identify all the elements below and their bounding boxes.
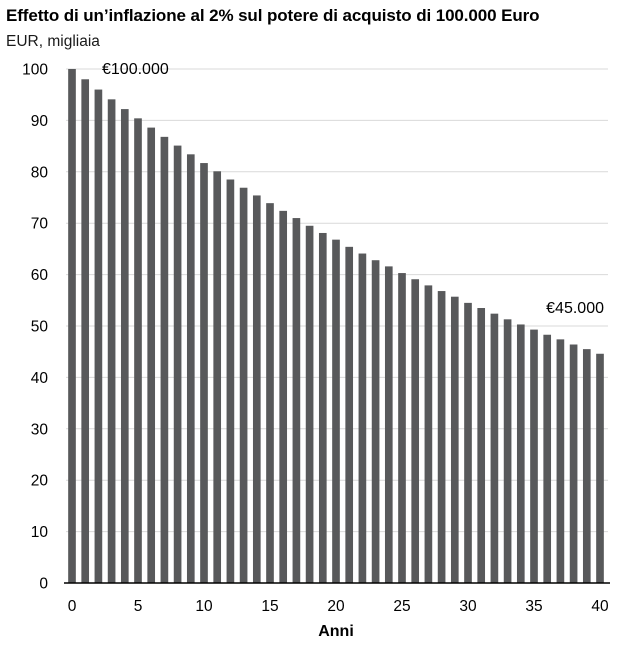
bar — [147, 127, 156, 583]
bar — [68, 69, 76, 583]
bar — [94, 89, 103, 583]
bar — [424, 285, 433, 583]
bar — [569, 344, 578, 583]
y-tick-label: 20 — [31, 473, 49, 490]
bar — [384, 266, 393, 583]
bar — [292, 218, 301, 583]
y-tick-label: 60 — [31, 267, 49, 284]
tick-labels: 0 10 20 30 40 50 60 70 80 90 100 0 5 10 15 20 25 30 35 40 An… — [22, 62, 609, 641]
annotations: €100.000 €45.000 — [102, 61, 604, 317]
bar — [596, 353, 604, 583]
bar — [371, 260, 380, 583]
bar — [477, 308, 486, 583]
bar — [213, 171, 222, 584]
bar — [173, 145, 182, 583]
y-tick-label: 50 — [31, 319, 49, 336]
bar — [437, 291, 446, 583]
bars — [68, 69, 604, 584]
y-tick-label: 0 — [39, 576, 48, 593]
annotation-start-value: €100.000 — [102, 61, 169, 78]
x-tick-label: 10 — [195, 598, 213, 615]
x-tick-label: 20 — [327, 598, 345, 615]
bar — [398, 273, 406, 583]
y-tick-label: 10 — [31, 524, 49, 541]
bar — [332, 239, 340, 583]
chart-title: Effetto di un’inflazione al 2% sul poter… — [6, 6, 540, 25]
bar — [543, 334, 552, 583]
bar — [186, 154, 195, 583]
x-tick-label: 5 — [134, 598, 143, 615]
y-tick-label: 30 — [31, 421, 49, 438]
bar — [252, 195, 261, 583]
bar — [464, 302, 472, 583]
y-tick-label: 100 — [22, 62, 48, 79]
bar — [120, 109, 129, 583]
bar — [516, 324, 525, 583]
bar — [582, 349, 591, 583]
bar — [358, 253, 367, 583]
bar — [160, 136, 169, 583]
bar — [556, 339, 565, 583]
y-tick-label: 70 — [31, 216, 49, 233]
bar — [450, 296, 459, 583]
chart-subtitle: EUR, migliaia — [6, 33, 100, 50]
bar — [530, 329, 538, 583]
bar — [239, 187, 248, 584]
x-tick-label: 15 — [261, 598, 278, 615]
bar — [81, 79, 90, 583]
bar — [107, 99, 116, 583]
x-axis-title: Anni — [318, 623, 354, 640]
y-tick-label: 80 — [31, 164, 49, 181]
bar — [305, 225, 314, 583]
bar — [345, 246, 354, 583]
bar — [318, 232, 327, 583]
x-tick-label: 0 — [68, 598, 77, 615]
y-tick-label: 40 — [31, 370, 49, 387]
bar — [490, 313, 499, 583]
x-tick-label: 35 — [525, 598, 542, 615]
bar — [411, 279, 420, 583]
annotation-end-value: €45.000 — [546, 300, 604, 317]
bar — [266, 203, 274, 583]
bar — [200, 163, 208, 583]
y-tick-label: 90 — [31, 113, 49, 130]
x-tick-label: 30 — [459, 598, 477, 615]
bar — [279, 210, 288, 584]
bar — [503, 319, 512, 583]
x-tick-label: 40 — [591, 598, 609, 615]
bar — [134, 118, 142, 583]
x-tick-label: 25 — [393, 598, 410, 615]
bar — [226, 179, 235, 583]
